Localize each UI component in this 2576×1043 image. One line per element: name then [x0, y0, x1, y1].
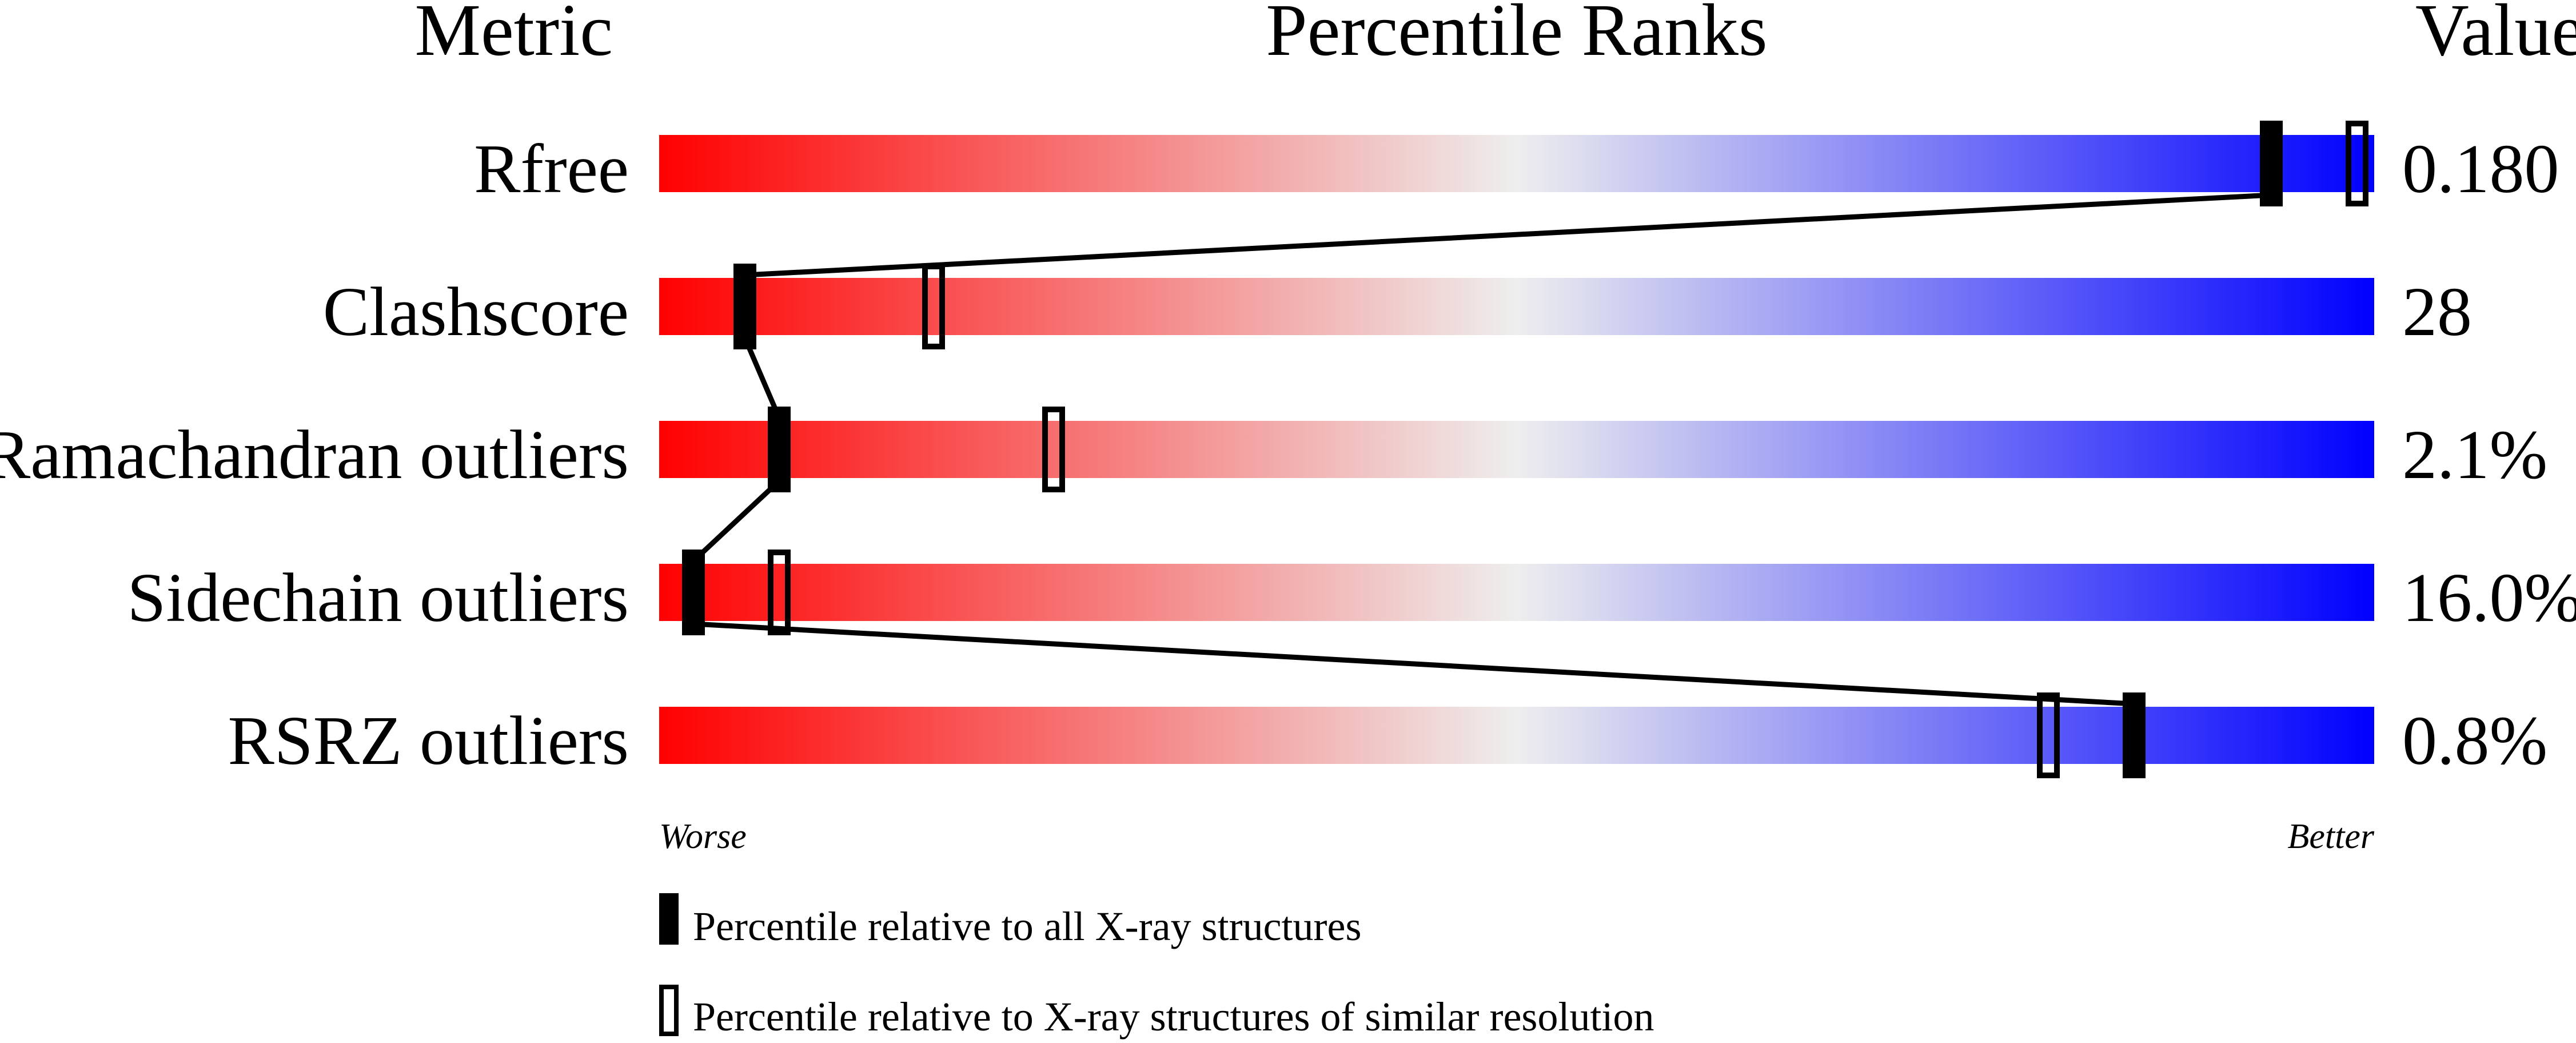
metric-value: 0.8% — [2402, 702, 2547, 779]
all-structures-percentile-marker — [682, 550, 705, 635]
metric-value: 16.0% — [2402, 559, 2576, 636]
worse-label: Worse — [659, 817, 747, 856]
metric-label: RSRZ outliers — [228, 702, 629, 779]
metric-label: Ramachandran outliers — [0, 416, 629, 493]
legend-filled-marker-icon — [659, 893, 679, 945]
similar-resolution-percentile-marker — [2346, 121, 2368, 206]
all-structures-percentile-marker — [2123, 692, 2146, 778]
percentile-ranks-header: Percentile Ranks — [1266, 0, 1767, 71]
percentile-bar — [659, 278, 2374, 335]
metric-value: 0.180 — [2402, 130, 2559, 208]
metric-header: Metric — [414, 0, 613, 71]
legend-open-marker-icon — [659, 985, 679, 1036]
better-label: Better — [2288, 817, 2375, 856]
legend-label-all: Percentile relative to all X-ray structu… — [693, 903, 1362, 949]
percentile-bar — [659, 135, 2374, 192]
percentile-bar — [659, 564, 2374, 621]
similar-resolution-percentile-marker — [922, 264, 945, 349]
similar-resolution-percentile-marker — [768, 550, 791, 635]
metric-label: Clashscore — [323, 273, 629, 351]
metric-label: Rfree — [474, 130, 629, 208]
all-structures-percentile-marker — [733, 264, 756, 349]
metric-label: Sidechain outliers — [127, 559, 629, 636]
legend-label-similar: Percentile relative to X-ray structures … — [693, 994, 1654, 1040]
all-structures-percentile-marker — [2260, 121, 2283, 206]
percentile-bar — [659, 707, 2374, 764]
percentile-bar — [659, 421, 2374, 478]
all-structures-percentile-marker — [768, 407, 791, 492]
value-header: Value — [2415, 0, 2576, 71]
similar-resolution-percentile-marker — [1042, 407, 1065, 492]
similar-resolution-percentile-marker — [2037, 692, 2060, 778]
metric-value: 28 — [2402, 273, 2472, 351]
metric-value: 2.1% — [2402, 416, 2547, 493]
